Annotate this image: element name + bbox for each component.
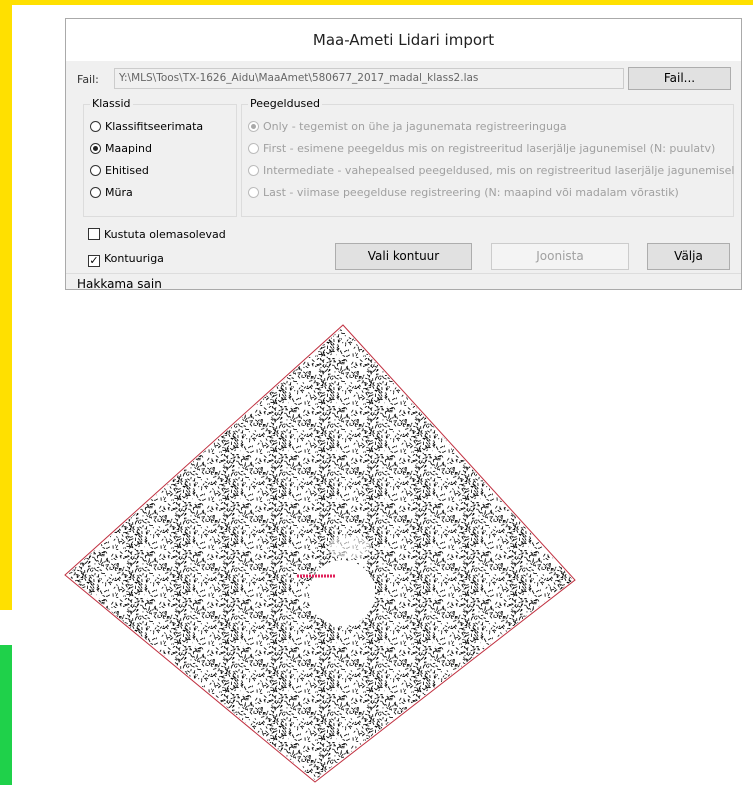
group-title: Klassid: [90, 97, 133, 110]
radio-option[interactable]: Last - viimase peegelduse registreering …: [248, 185, 679, 201]
radio-option[interactable]: Ehitised: [90, 163, 149, 179]
checkbox[interactable]: [88, 228, 100, 240]
radio-button[interactable]: [248, 165, 259, 176]
checkbox-option[interactable]: Kustuta olemasolevad: [88, 227, 226, 243]
radio-label: Klassifitseerimata: [105, 120, 204, 133]
status: Hakkama sain: [77, 277, 162, 291]
radio-option[interactable]: Only - tegemist on ühe ja jagunemata reg…: [248, 119, 567, 135]
yellow-top: [0, 0, 753, 5]
hole: [309, 560, 375, 626]
radio-button[interactable]: [248, 121, 259, 132]
dialog: Maa-Ameti Lidari import Fail: Y:\MLS\Too…: [65, 18, 742, 291]
button: Joonista: [491, 243, 629, 270]
group-title: Peegeldused: [248, 97, 323, 110]
button[interactable]: Vali kontuur: [335, 243, 472, 270]
klassid-group: Klassid Klassifitseerimata Maapind Ehitise…: [83, 97, 237, 217]
checkbox-label: Kustuta olemasolevad: [104, 228, 226, 241]
radio-option[interactable]: Intermediate - vahepealsed peegeldused, …: [248, 163, 735, 179]
file-button[interactable]: Fail...: [628, 67, 731, 90]
radio-label: Last - viimase peegelduse registreering …: [263, 186, 679, 199]
radio-label: Only - tegemist on ühe ja jagunemata reg…: [263, 120, 567, 133]
radio-button[interactable]: [248, 143, 259, 154]
file-path[interactable]: Y:\MLS\Toos\TX-1626_Aidu\MaaAmet\580677_…: [114, 68, 624, 89]
radio-option[interactable]: First - esimene peegeldus mis on registr…: [248, 141, 715, 157]
radio-option[interactable]: Klassifitseerimata: [90, 119, 203, 135]
radio-label: Intermediate - vahepealsed peegeldused, …: [263, 164, 735, 177]
checkbox[interactable]: ✓: [88, 254, 100, 267]
status-sep: [66, 273, 741, 274]
radio-button[interactable]: [90, 165, 101, 176]
checkbox-label: Kontuuriga: [104, 252, 164, 265]
cloud-points: [67, 327, 573, 780]
title: Maa-Ameti Lidari import: [66, 19, 741, 61]
checkbox-option[interactable]: ✓ Kontuuriga: [88, 251, 164, 267]
radio-label: Ehitised: [105, 164, 149, 177]
yellow-bar: [0, 0, 12, 610]
file-label: Fail:: [77, 73, 99, 86]
radio-option[interactable]: Müra: [90, 185, 133, 201]
radio-label: Müra: [105, 186, 133, 199]
point-cloud: [64, 324, 576, 783]
radio-button[interactable]: [90, 143, 101, 154]
button[interactable]: Välja: [647, 243, 730, 270]
radio-label: Maapind: [105, 142, 152, 155]
radio-button[interactable]: [90, 121, 101, 132]
green-bar: [0, 645, 12, 785]
radio-button[interactable]: [90, 187, 101, 198]
radio-label: First - esimene peegeldus mis on registr…: [263, 142, 716, 155]
radio-button[interactable]: [248, 187, 259, 198]
radio-option[interactable]: Maapind: [90, 141, 152, 157]
hole: [328, 535, 372, 559]
peegeldused-group: Peegeldused Only - tegemist on ühe ja ja…: [241, 97, 735, 217]
